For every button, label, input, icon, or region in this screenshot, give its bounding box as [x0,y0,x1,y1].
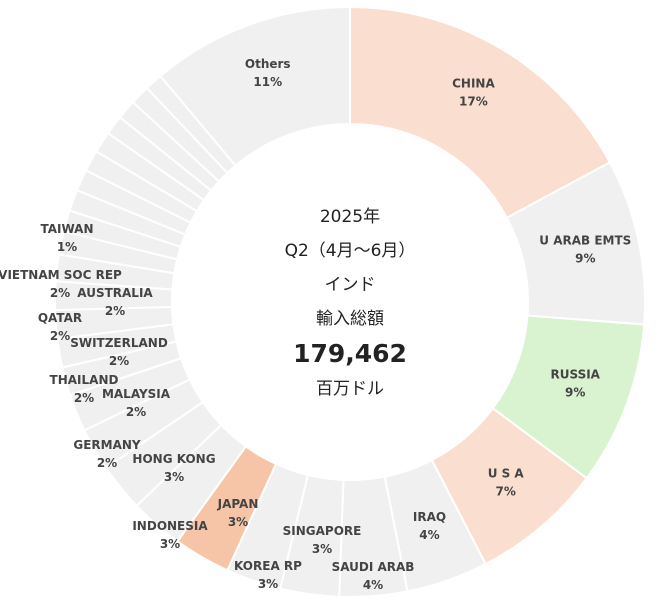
center-total: 179,462 [293,339,407,368]
pct-switzerland: 2% [109,354,129,368]
center-year: 2025年 [319,207,381,227]
label-china: CHINA [452,77,495,91]
label-australia: AUSTRALIA [77,286,153,300]
label-thailand: THAILAND [50,373,119,387]
pct-qatar: 2% [50,329,70,343]
label-taiwan: TAIWAN [40,222,93,236]
slice-others [158,5,351,168]
center-country: インド [324,275,376,295]
pct-indonesia: 3% [160,537,180,551]
slices-group [54,5,646,598]
center-summary: 2025年 Q2（4月～6月） インド 輸入総額 179,462 百万ドル [230,200,470,406]
pct-u-s-a: 7% [496,484,516,498]
pct-thailand: 2% [74,391,94,405]
pct-malaysia: 2% [126,405,146,419]
pct-china: 17% [459,95,488,109]
center-unit: 百万ドル [316,379,384,399]
label-qatar: QATAR [38,311,82,325]
label-singapore: SINGAPORE [283,524,362,538]
center-metric: 輸入総額 [316,309,384,329]
label-germany: GERMANY [73,438,141,452]
label-korea-rp: KOREA RP [234,559,302,573]
label-u-s-a: U S A [488,466,525,480]
pct-singapore: 3% [312,542,332,556]
pct-vietnam-soc-rep: 2% [50,286,70,300]
label-indonesia: INDONESIA [132,519,208,533]
pct-saudi-arab: 4% [363,578,383,592]
slice-china [349,5,612,220]
pct-iraq: 4% [419,528,439,542]
pct-germany: 2% [97,456,117,470]
label-saudi-arab: SAUDI ARAB [332,560,415,574]
label-japan: JAPAN [217,497,259,511]
label-others: Others [245,57,291,71]
center-period: Q2（4月～6月） [284,241,416,261]
label-iraq: IRAQ [413,510,446,524]
pct-korea-rp: 3% [258,577,278,591]
pct-others: 11% [253,75,282,89]
label-u-arab-emts: U ARAB EMTS [539,233,631,247]
label-hong-kong: HONG KONG [132,452,215,466]
label-russia: RUSSIA [550,367,600,381]
labels-group: CHINA 17% U ARAB EMTS 9% RUSSIA 9% U S A 7% IRAQ… [0,57,631,592]
pct-u-arab-emts: 9% [575,251,595,265]
label-vietnam-soc-rep: VIETNAM SOC REP [0,268,122,282]
label-switzerland: SWITZERLAND [70,336,168,350]
pct-japan: 3% [228,515,248,529]
pct-russia: 9% [565,385,585,399]
pct-australia: 2% [105,304,125,318]
pct-taiwan: 1% [57,240,77,254]
pct-hong-kong: 3% [164,470,184,484]
label-malaysia: MALAYSIA [102,387,171,401]
